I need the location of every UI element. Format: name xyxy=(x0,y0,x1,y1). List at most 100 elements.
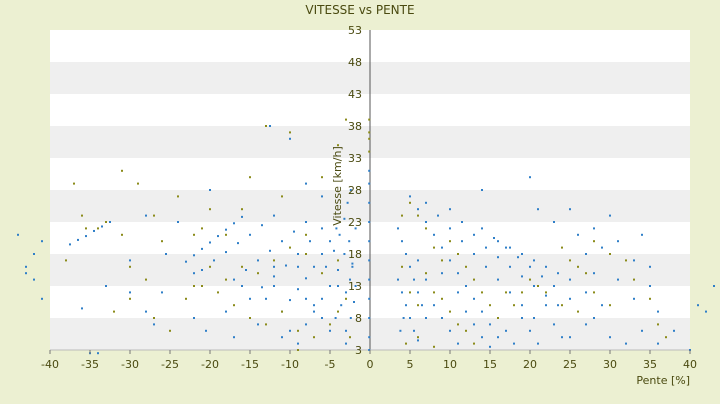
data-point-blue xyxy=(273,275,275,278)
data-point-olive xyxy=(337,310,339,313)
data-point-blue xyxy=(521,275,523,278)
data-point-blue xyxy=(225,228,227,231)
x-tick-label: 15 xyxy=(483,358,497,371)
data-point-blue xyxy=(368,221,371,223)
data-point-olive xyxy=(497,317,499,319)
data-point-blue xyxy=(401,291,403,294)
data-point-olive xyxy=(449,240,451,243)
data-point-blue xyxy=(354,285,357,287)
data-point-blue xyxy=(337,269,339,271)
data-point-olive xyxy=(297,349,299,351)
data-point-olive xyxy=(433,246,435,249)
data-point-blue xyxy=(261,224,263,227)
data-point-blue xyxy=(273,265,275,268)
x-tick-label: -40 xyxy=(41,358,59,371)
data-point-blue xyxy=(289,137,291,140)
data-point-blue xyxy=(313,265,315,268)
data-point-olive xyxy=(433,345,435,348)
y-tick-label: 38 xyxy=(348,120,362,133)
data-point-blue xyxy=(425,221,427,223)
data-point-blue xyxy=(401,240,403,243)
data-point-blue xyxy=(368,349,371,351)
x-tick-label: -35 xyxy=(81,358,99,371)
data-point-blue xyxy=(343,217,346,220)
data-point-blue xyxy=(569,297,571,300)
y-tick-label: 23 xyxy=(348,216,362,229)
data-point-olive xyxy=(425,227,427,230)
data-point-olive xyxy=(457,253,459,255)
data-point-blue xyxy=(545,265,547,268)
data-point-olive xyxy=(465,265,467,268)
data-point-olive xyxy=(577,265,579,268)
data-point-olive xyxy=(368,118,371,121)
data-point-blue xyxy=(368,259,371,262)
data-point-blue xyxy=(281,336,283,339)
data-point-olive xyxy=(457,323,459,326)
data-point-blue xyxy=(293,230,295,233)
data-point-blue xyxy=(513,342,515,345)
data-point-blue xyxy=(457,272,459,275)
x-tick-label: 5 xyxy=(407,358,414,371)
data-point-blue xyxy=(321,317,323,319)
data-point-blue xyxy=(417,208,419,211)
y-tick-label: 28 xyxy=(348,184,362,197)
data-point-olive xyxy=(657,323,659,326)
data-point-blue xyxy=(409,317,411,319)
data-point-blue xyxy=(105,285,107,287)
data-point-olive xyxy=(241,208,243,211)
y-tick-label: 3 xyxy=(355,344,362,357)
data-point-blue xyxy=(609,336,611,339)
data-point-olive xyxy=(489,304,491,307)
data-point-olive xyxy=(465,329,467,332)
chart-title: VITESSE vs PENTE xyxy=(305,3,414,17)
data-point-blue xyxy=(505,246,507,249)
data-point-blue xyxy=(193,272,195,275)
data-point-blue xyxy=(557,304,559,307)
data-point-blue xyxy=(421,304,423,307)
data-point-blue xyxy=(641,233,643,236)
y-tick-label: 43 xyxy=(348,88,362,101)
data-point-outside xyxy=(705,310,707,313)
data-point-blue xyxy=(77,238,79,241)
data-point-blue xyxy=(521,253,523,255)
data-point-blue xyxy=(354,227,357,230)
data-point-blue xyxy=(281,240,283,243)
data-point-blue xyxy=(69,243,71,246)
data-point-blue xyxy=(205,329,207,332)
data-point-olive xyxy=(425,272,427,275)
data-point-outside xyxy=(33,253,35,255)
data-point-olive xyxy=(281,195,283,198)
data-point-blue xyxy=(537,208,539,211)
data-point-blue xyxy=(505,329,507,332)
data-point-blue xyxy=(425,317,427,319)
data-point-olive xyxy=(337,144,339,147)
data-point-olive xyxy=(297,329,299,332)
data-point-blue xyxy=(545,304,547,307)
data-point-blue xyxy=(329,240,331,243)
data-point-olive xyxy=(593,291,595,294)
data-point-olive xyxy=(153,214,155,217)
data-point-blue xyxy=(237,242,239,245)
data-point-olive xyxy=(169,329,171,332)
data-point-blue xyxy=(225,310,227,313)
data-point-blue xyxy=(673,329,675,332)
data-point-olive xyxy=(633,278,635,281)
x-axis-label: Pente [%] xyxy=(636,374,690,387)
data-point-blue xyxy=(497,240,499,243)
data-point-olive xyxy=(81,214,83,217)
data-point-olive xyxy=(609,304,611,307)
data-point-blue xyxy=(257,323,259,326)
data-point-blue xyxy=(433,233,435,236)
data-point-blue xyxy=(585,291,587,294)
data-point-blue xyxy=(409,265,411,268)
data-point-outside xyxy=(697,304,699,307)
data-point-blue xyxy=(93,229,95,232)
data-point-olive xyxy=(329,323,331,326)
data-point-blue xyxy=(481,189,483,191)
data-point-olive xyxy=(217,291,219,294)
data-point-blue xyxy=(473,323,475,326)
data-point-blue xyxy=(321,253,323,255)
data-point-blue xyxy=(657,310,659,313)
data-point-blue xyxy=(413,329,415,332)
data-point-blue xyxy=(129,259,131,262)
